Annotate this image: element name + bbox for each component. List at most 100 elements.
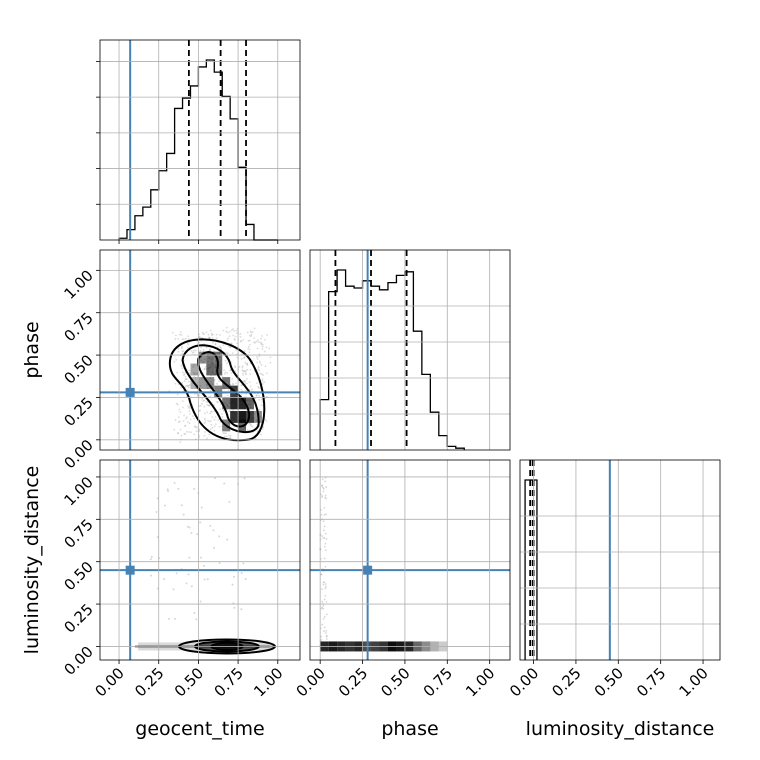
scatter-point	[181, 350, 184, 353]
scatter-point	[245, 378, 248, 380]
scatter-point	[233, 606, 236, 609]
scatter-point	[194, 425, 197, 428]
truth-marker	[363, 565, 373, 575]
scatter-point	[206, 411, 209, 414]
y-axis-label-luminosity-distance: luminosity_distance	[21, 466, 43, 655]
scatter-point	[323, 581, 326, 584]
scatter-point	[256, 339, 259, 342]
scatter-point	[251, 388, 253, 391]
contour-level-3	[197, 351, 251, 428]
x-tick-label: 0.00	[293, 664, 329, 700]
scatter-point	[232, 328, 234, 330]
scatter-point	[229, 369, 231, 372]
scatter-point	[175, 358, 178, 361]
y-tick-label: 0.00	[60, 436, 96, 472]
histogram-geocent_time	[118, 40, 278, 241]
scatter-point	[258, 408, 261, 411]
scatter-point	[182, 350, 185, 353]
scatter-point	[232, 383, 235, 386]
scatter-point	[183, 414, 185, 417]
scatter-point	[320, 513, 323, 516]
scatter-point	[193, 372, 195, 374]
scatter-point	[202, 399, 205, 402]
scatter-point	[223, 435, 226, 438]
scatter-point	[324, 496, 327, 499]
scatter-point	[324, 542, 327, 545]
scatter-point	[188, 556, 191, 559]
scatter-point	[323, 529, 325, 532]
scatter-point	[193, 364, 195, 366]
scatter-point	[258, 353, 261, 356]
scatter-point	[202, 361, 205, 364]
x-tick-label: 0.00	[506, 664, 542, 700]
scatter-point	[239, 335, 242, 338]
x-tick-label: 1.00	[462, 664, 498, 700]
scatter-point	[209, 348, 211, 351]
scatter-point	[246, 368, 249, 371]
scatter-point	[324, 565, 327, 568]
scatter-point	[214, 477, 217, 480]
scatter-point	[260, 337, 262, 340]
scatter-point	[204, 365, 207, 368]
scatter-point	[323, 537, 326, 539]
scatter-point	[206, 578, 209, 581]
scatter-point	[324, 494, 327, 497]
scatter-point	[213, 546, 216, 549]
scatter-point	[232, 408, 235, 411]
scatter-point	[225, 330, 228, 333]
density-cell	[222, 397, 231, 410]
scatter-point	[257, 365, 260, 368]
scatter-point	[218, 380, 221, 383]
scatter-point	[265, 372, 268, 375]
scatter-point	[255, 419, 258, 421]
scatter-point	[260, 342, 263, 345]
scatter-point	[250, 333, 253, 336]
density-cell	[230, 411, 239, 423]
scatter-point	[224, 371, 227, 374]
scatter-point	[182, 513, 185, 516]
scatter-point	[247, 339, 250, 342]
scatter-point	[320, 638, 323, 641]
scatter-point	[180, 331, 182, 334]
scatter-point	[177, 487, 180, 490]
scatter-point	[323, 545, 326, 548]
scatter-point	[201, 403, 204, 405]
scatter-point	[245, 370, 247, 372]
scatter-point	[260, 416, 262, 419]
scatter-point	[323, 557, 326, 560]
scatter-point	[225, 326, 228, 329]
scatter-point	[163, 504, 166, 507]
scatter-point	[187, 573, 190, 576]
scatter-point	[181, 346, 183, 348]
scatter-point	[181, 381, 184, 384]
scatter-point	[217, 419, 219, 421]
scatter-point	[181, 367, 184, 370]
scatter-point	[249, 422, 251, 425]
scatter-point	[325, 497, 328, 500]
joint-geocent_time-luminosity_distance	[100, 460, 300, 660]
scatter-point	[188, 372, 191, 374]
scatter-point	[177, 338, 180, 340]
scatter-point	[244, 361, 247, 364]
scatter-point	[228, 500, 231, 503]
density-cell	[206, 377, 215, 389]
scatter-point	[253, 341, 255, 343]
scatter-point	[230, 342, 233, 345]
scatter-point	[156, 497, 159, 500]
scatter-point	[211, 334, 213, 336]
scatter-point	[214, 343, 217, 345]
y-tick-label: 0.00	[60, 643, 96, 679]
scatter-point	[263, 381, 266, 384]
scatter-point	[233, 330, 236, 332]
scatter-point	[173, 428, 176, 431]
scatter-point	[245, 389, 247, 392]
scatter-point	[225, 351, 228, 354]
scatter-point	[320, 635, 323, 638]
scatter-point	[200, 346, 203, 349]
scatter-point	[180, 434, 183, 437]
scatter-point	[240, 353, 243, 355]
scatter-point	[210, 420, 212, 422]
histogram-phase	[319, 250, 465, 450]
scatter-point	[257, 368, 260, 371]
scatter-point	[206, 387, 209, 390]
